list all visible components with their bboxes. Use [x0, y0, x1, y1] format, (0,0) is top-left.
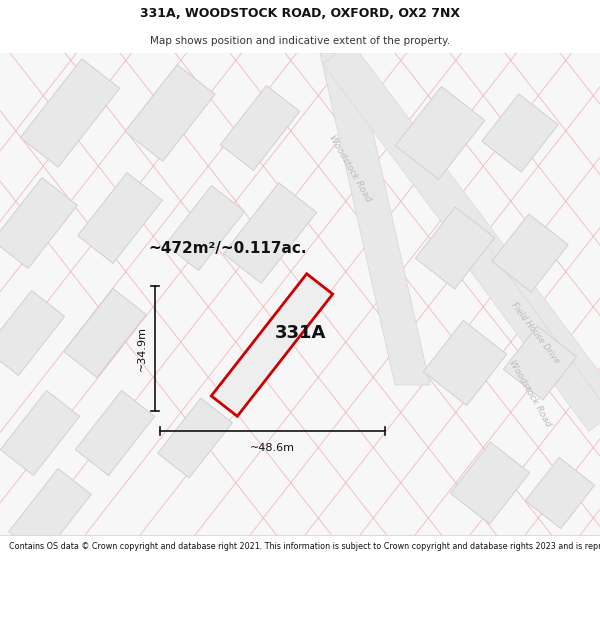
Polygon shape — [0, 177, 77, 268]
Polygon shape — [0, 291, 65, 376]
Text: Map shows position and indicative extent of the property.: Map shows position and indicative extent… — [150, 36, 450, 46]
Polygon shape — [211, 274, 333, 416]
Polygon shape — [449, 225, 600, 431]
Polygon shape — [76, 391, 155, 476]
Polygon shape — [320, 53, 430, 385]
Polygon shape — [9, 469, 91, 558]
Text: 331A: 331A — [274, 324, 326, 342]
Text: 331A, WOODSTOCK ROAD, OXFORD, OX2 7NX: 331A, WOODSTOCK ROAD, OXFORD, OX2 7NX — [140, 7, 460, 20]
Polygon shape — [450, 442, 530, 524]
Text: Woodstock Road: Woodstock Road — [327, 133, 373, 203]
Polygon shape — [223, 182, 317, 283]
Polygon shape — [526, 458, 595, 529]
Polygon shape — [158, 398, 232, 478]
Polygon shape — [415, 207, 495, 289]
Polygon shape — [482, 94, 558, 172]
Polygon shape — [125, 65, 215, 161]
Text: ~48.6m: ~48.6m — [250, 443, 295, 453]
Polygon shape — [1, 391, 80, 476]
Polygon shape — [166, 186, 245, 271]
Text: Contains OS data © Crown copyright and database right 2021. This information is : Contains OS data © Crown copyright and d… — [9, 542, 600, 551]
Polygon shape — [220, 86, 299, 171]
Polygon shape — [323, 42, 600, 414]
Text: Field House Drive: Field House Drive — [509, 301, 561, 365]
Polygon shape — [20, 59, 119, 167]
Polygon shape — [77, 173, 163, 263]
Polygon shape — [424, 321, 506, 406]
Polygon shape — [395, 86, 485, 179]
Polygon shape — [492, 214, 568, 292]
Text: ~472m²/~0.117ac.: ~472m²/~0.117ac. — [148, 241, 307, 256]
Polygon shape — [64, 289, 146, 378]
Text: Woodstock Road: Woodstock Road — [507, 358, 553, 428]
Text: ~34.9m: ~34.9m — [137, 326, 147, 371]
Polygon shape — [503, 326, 577, 400]
